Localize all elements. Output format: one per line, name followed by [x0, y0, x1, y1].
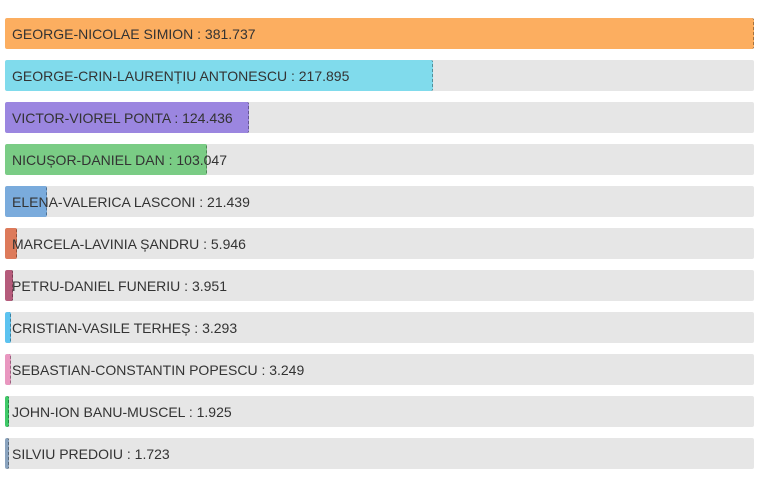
- bar-label: GEORGE-NICOLAE SIMION : 381.737: [12, 25, 256, 42]
- bar-label: MARCELA-LAVINIA ȘANDRU : 5.946: [12, 235, 246, 252]
- bar: [5, 438, 9, 469]
- bar-label: SILVIU PREDOIU : 1.723: [12, 445, 170, 462]
- bar-label: ELENA-VALERICA LASCONI : 21.439: [12, 193, 250, 210]
- bar-track: MARCELA-LAVINIA ȘANDRU : 5.946: [5, 228, 754, 259]
- bar: [5, 102, 249, 133]
- bar-track: CRISTIAN-VASILE TERHEȘ : 3.293: [5, 312, 754, 343]
- bar-track: NICUȘOR-DANIEL DAN : 103.047: [5, 144, 754, 175]
- bar-track: ELENA-VALERICA LASCONI : 21.439: [5, 186, 754, 217]
- bar-label: CRISTIAN-VASILE TERHEȘ : 3.293: [12, 319, 238, 336]
- bar: [5, 354, 11, 385]
- bar-track: VICTOR-VIOREL PONTA : 124.436: [5, 102, 754, 133]
- bar: [5, 186, 47, 217]
- bar-label: NICUȘOR-DANIEL DAN : 103.047: [12, 151, 227, 168]
- bar: [5, 270, 13, 301]
- bar-track: JOHN-ION BANU-MUSCEL : 1.925: [5, 396, 754, 427]
- bar-track: SEBASTIAN-CONSTANTIN POPESCU : 3.249: [5, 354, 754, 385]
- bar: [5, 60, 433, 91]
- bar-track: GEORGE-NICOLAE SIMION : 381.737: [5, 18, 754, 49]
- bar-label: VICTOR-VIOREL PONTA : 124.436: [12, 109, 233, 126]
- bar-track: SILVIU PREDOIU : 1.723: [5, 438, 754, 469]
- bar-label: PETRU-DANIEL FUNERIU : 3.951: [12, 277, 227, 294]
- bar-track: GEORGE-CRIN-LAURENȚIU ANTONESCU : 217.89…: [5, 60, 754, 91]
- bar: [5, 228, 17, 259]
- bar-label: GEORGE-CRIN-LAURENȚIU ANTONESCU : 217.89…: [12, 67, 350, 84]
- vote-bar-chart: GEORGE-NICOLAE SIMION : 381.737 GEORGE-CR…: [5, 18, 754, 480]
- bar-track: PETRU-DANIEL FUNERIU : 3.951: [5, 270, 754, 301]
- bar: [5, 396, 9, 427]
- bar-label: SEBASTIAN-CONSTANTIN POPESCU : 3.249: [12, 361, 305, 378]
- bar: [5, 312, 11, 343]
- bar-label: JOHN-ION BANU-MUSCEL : 1.925: [12, 403, 232, 420]
- bar: [5, 18, 754, 49]
- bar: [5, 144, 207, 175]
